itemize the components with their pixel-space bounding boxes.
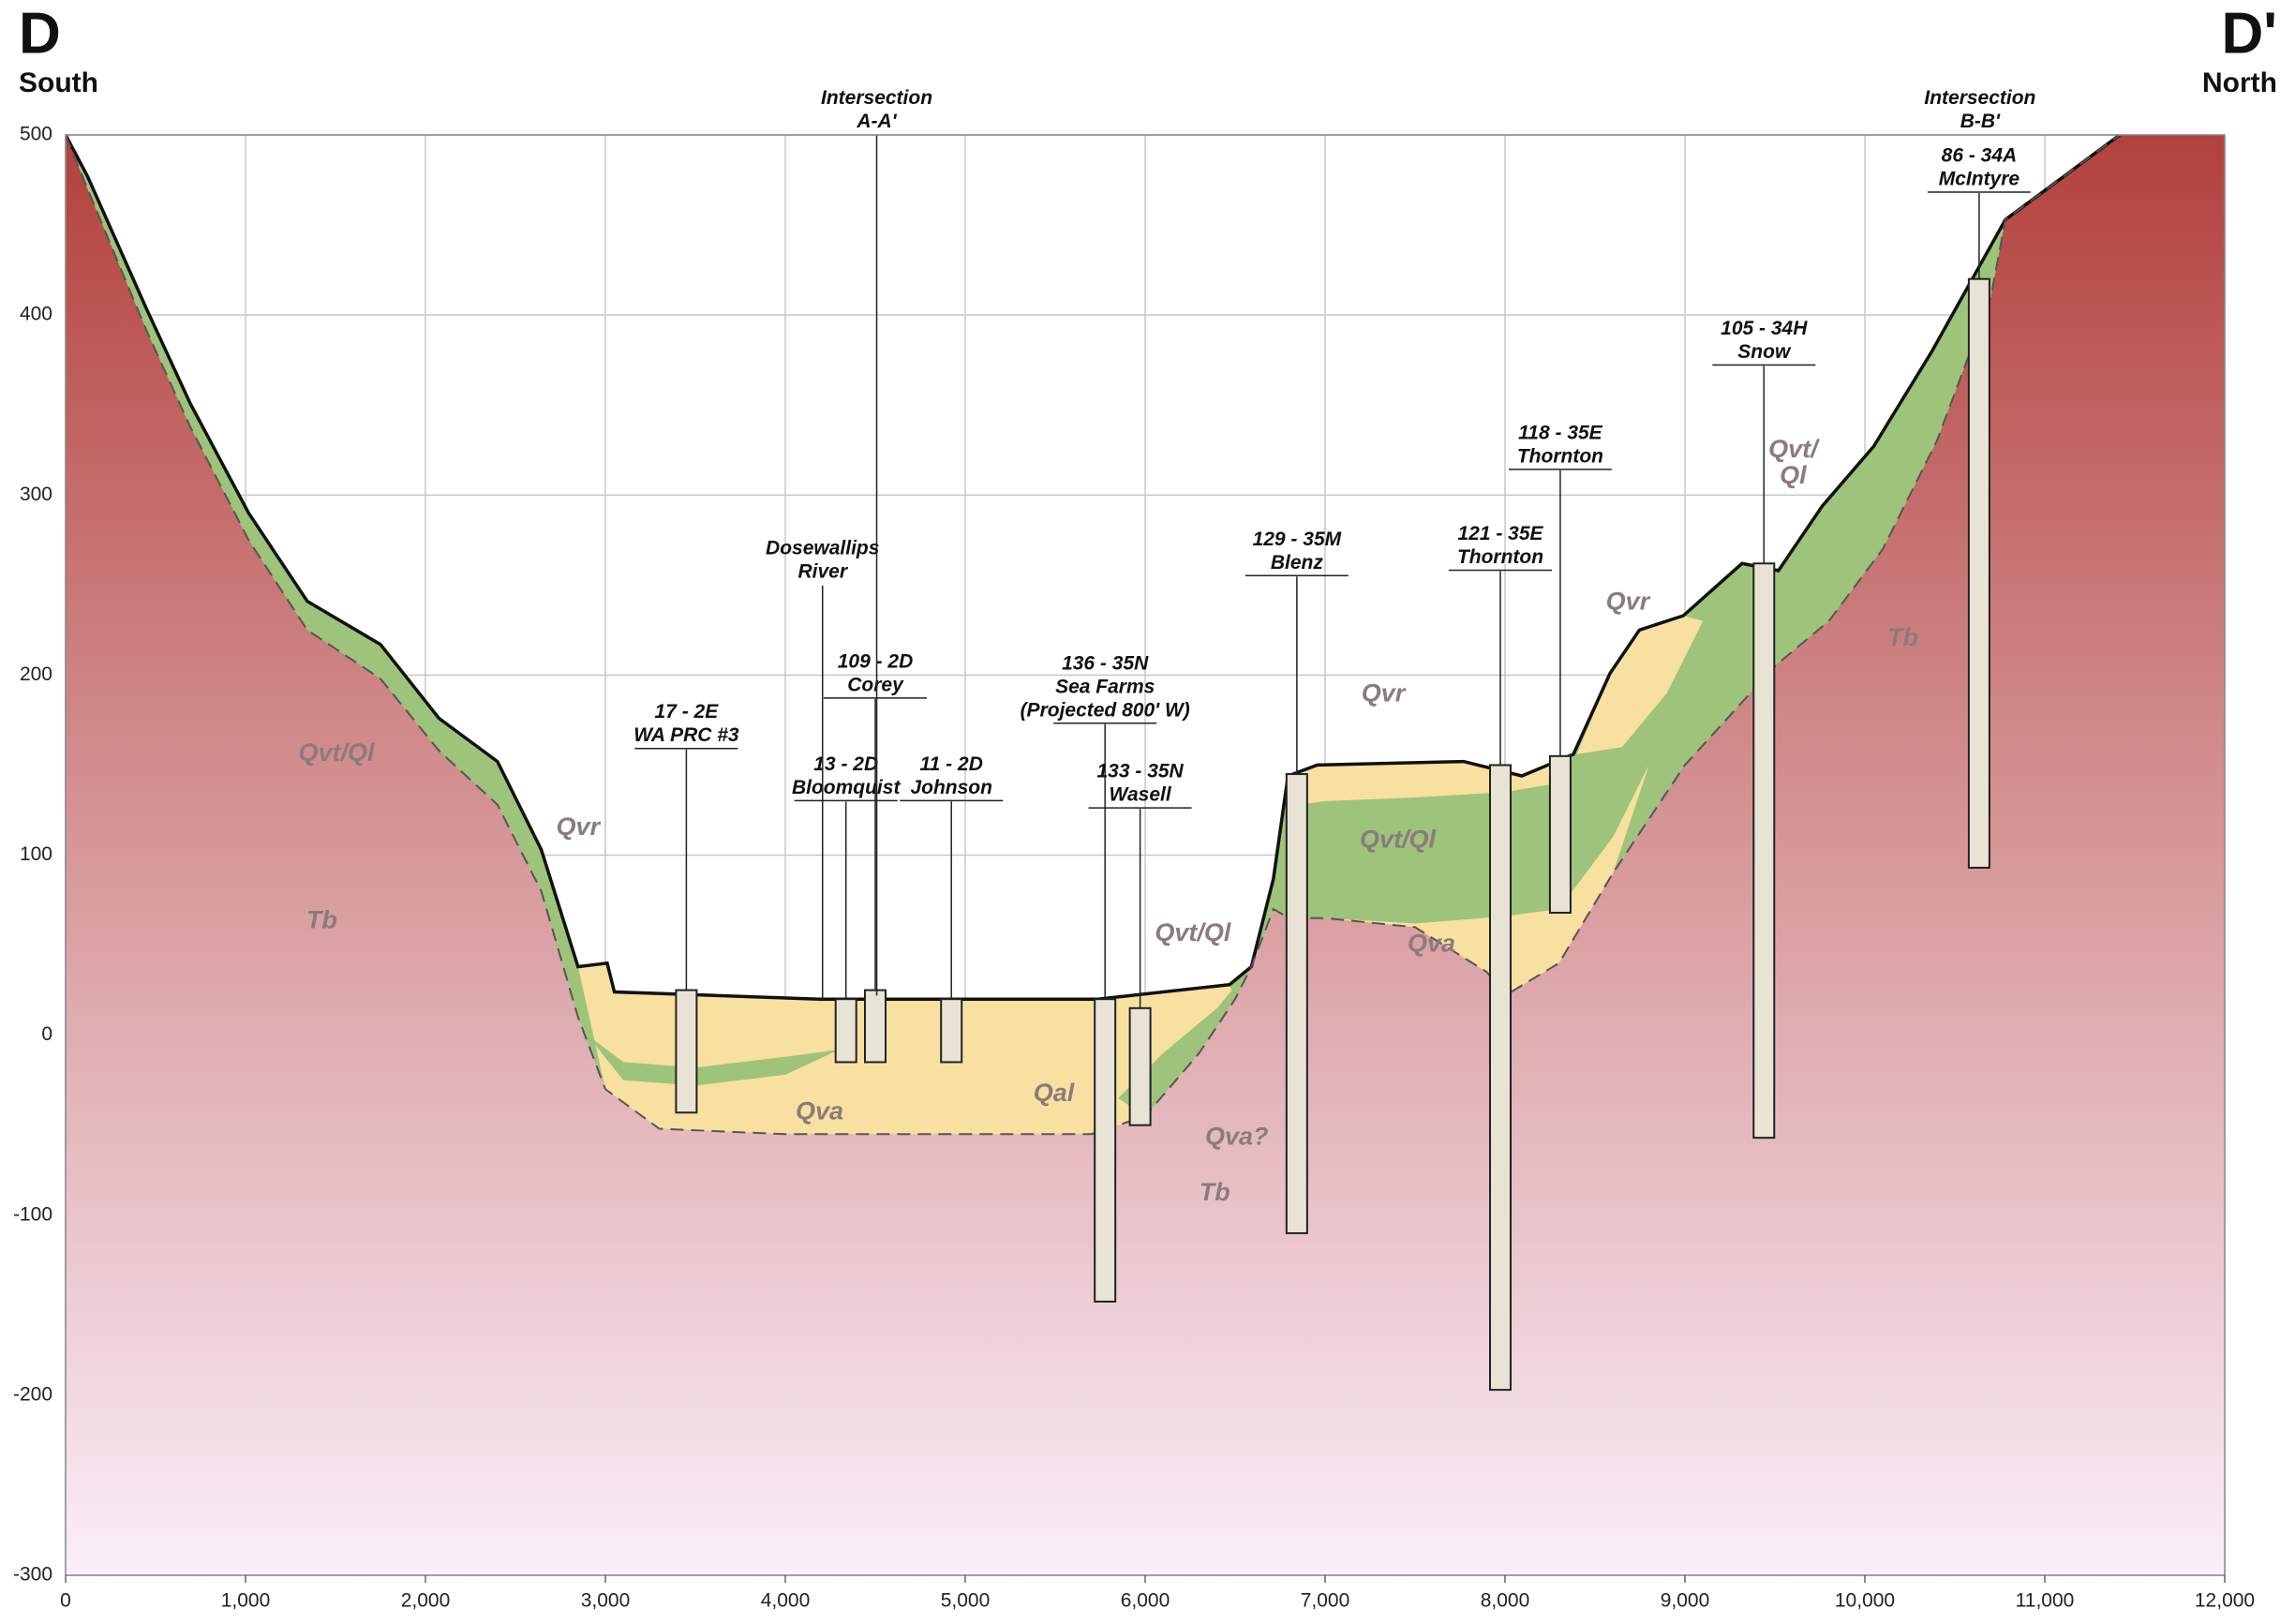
well-label: Corey: [847, 674, 904, 695]
well-bore: [1752, 562, 1776, 1140]
y-tick-label: 100: [20, 843, 52, 865]
well-label: 86 - 34A: [1942, 145, 2018, 167]
title-left: D: [19, 1, 61, 66]
x-tick-label: 7,000: [1301, 1590, 1350, 1612]
well-label: 118 - 35E: [1518, 422, 1602, 443]
x-tick-label: 12,000: [2195, 1590, 2255, 1612]
unit-label: Tb: [1200, 1178, 1230, 1206]
x-tick-label: 3,000: [581, 1590, 631, 1612]
well-label: 13 - 2D: [813, 753, 878, 775]
callout-label: B-B': [1960, 111, 2001, 132]
ground-surface: [66, 135, 2121, 1001]
well-label: 11 - 2D: [920, 753, 983, 775]
well-label: Thornton: [1457, 546, 1543, 568]
well-bore: [1094, 998, 1117, 1303]
y-tick-label: 500: [20, 124, 52, 145]
well-label: 17 - 2E: [655, 701, 720, 723]
section: [66, 135, 2225, 1575]
subtitle-left: South: [19, 67, 98, 98]
unit-label: Qvr: [1606, 588, 1651, 616]
callout-label: River: [797, 560, 848, 582]
unit-label: Qvr: [1362, 679, 1407, 708]
geologic-unit: [1576, 616, 1704, 754]
well-bore: [1489, 764, 1513, 1392]
x-tick-label: 10,000: [1835, 1590, 1895, 1612]
geologic-unit: [66, 135, 2225, 1575]
well-label: 121 - 35E: [1457, 523, 1543, 544]
well-label: Bloomquist: [792, 777, 901, 798]
x-tick-label: 9,000: [1661, 1590, 1710, 1612]
well-label: 136 - 35N: [1062, 652, 1149, 674]
subtitle-right: North: [2202, 67, 2277, 98]
well-label: 105 - 34H: [1721, 318, 1808, 339]
x-tick-label: 5,000: [941, 1590, 991, 1612]
unit-label: Qvt/Ql: [1155, 918, 1231, 946]
well-label: (Projected 800' W): [1021, 699, 1190, 721]
well-label: Snow: [1737, 341, 1792, 363]
well-bore: [1548, 754, 1572, 914]
y-tick-label: -100: [13, 1203, 52, 1225]
unit-label: Qal: [1034, 1079, 1075, 1107]
well-label: Thornton: [1517, 445, 1603, 467]
well-bore: [940, 998, 963, 1064]
y-tick-label: 200: [20, 663, 52, 685]
geologic-unit: [1325, 765, 1649, 996]
y-tick-label: -200: [13, 1383, 52, 1405]
unit-label: Qva?: [1205, 1122, 1269, 1150]
callout-label: A-A': [856, 111, 897, 132]
well-bore: [864, 989, 887, 1064]
x-tick-label: 4,000: [761, 1590, 811, 1612]
well-bore: [1285, 773, 1308, 1234]
callout-label: Intersection: [1924, 87, 2035, 109]
well-label: 129 - 35M: [1253, 529, 1342, 550]
x-tick-label: 11,000: [2016, 1590, 2075, 1612]
title-right: D': [2221, 1, 2277, 66]
well-label: WA PRC #3: [633, 724, 739, 746]
well-bore: [675, 989, 698, 1114]
x-tick-label: 8,000: [1481, 1590, 1530, 1612]
contact-line: [66, 135, 2121, 1136]
y-tick-label: 300: [20, 484, 52, 505]
unit-label: Qvr: [557, 812, 602, 841]
y-tick-label: 400: [20, 304, 52, 325]
unit-label: Qva: [1408, 930, 1455, 958]
y-tick-label: 0: [41, 1023, 52, 1045]
well-label: Blenz: [1271, 552, 1324, 574]
unit-label: Qvt/Ql: [298, 738, 375, 767]
unit-label: Qvt/Ql: [1360, 825, 1437, 853]
x-tick-label: 0: [60, 1590, 71, 1612]
well-label: McIntyre: [1939, 169, 2020, 190]
y-tick-label: -300: [13, 1564, 52, 1586]
well-label: 109 - 2D: [838, 650, 914, 672]
well-label: Johnson: [910, 777, 992, 798]
geologic-unit: [1118, 966, 1252, 1117]
unit-label: Qva: [796, 1096, 843, 1125]
well-bore: [834, 998, 857, 1064]
unit-label: Ql: [1780, 461, 1807, 489]
geologic-unit: [587, 1035, 840, 1086]
callout-label: Dosewallips: [766, 537, 879, 559]
callout-label: Intersection: [821, 87, 932, 109]
x-tick-label: 6,000: [1121, 1590, 1170, 1612]
x-tick-label: 1,000: [221, 1590, 271, 1612]
well-label: Wasell: [1110, 784, 1172, 806]
well-label: Sea Farms: [1055, 676, 1155, 697]
unit-label: Qvt/: [1768, 435, 1820, 463]
unit-label: Tb: [306, 906, 337, 934]
x-tick-label: 2,000: [401, 1590, 451, 1612]
unit-label: Tb: [1887, 623, 1918, 651]
well-bore: [1128, 1006, 1152, 1126]
well-label: 133 - 35N: [1097, 761, 1185, 782]
well-bore: [1967, 277, 1990, 869]
geologic-unit: [577, 962, 1235, 1135]
